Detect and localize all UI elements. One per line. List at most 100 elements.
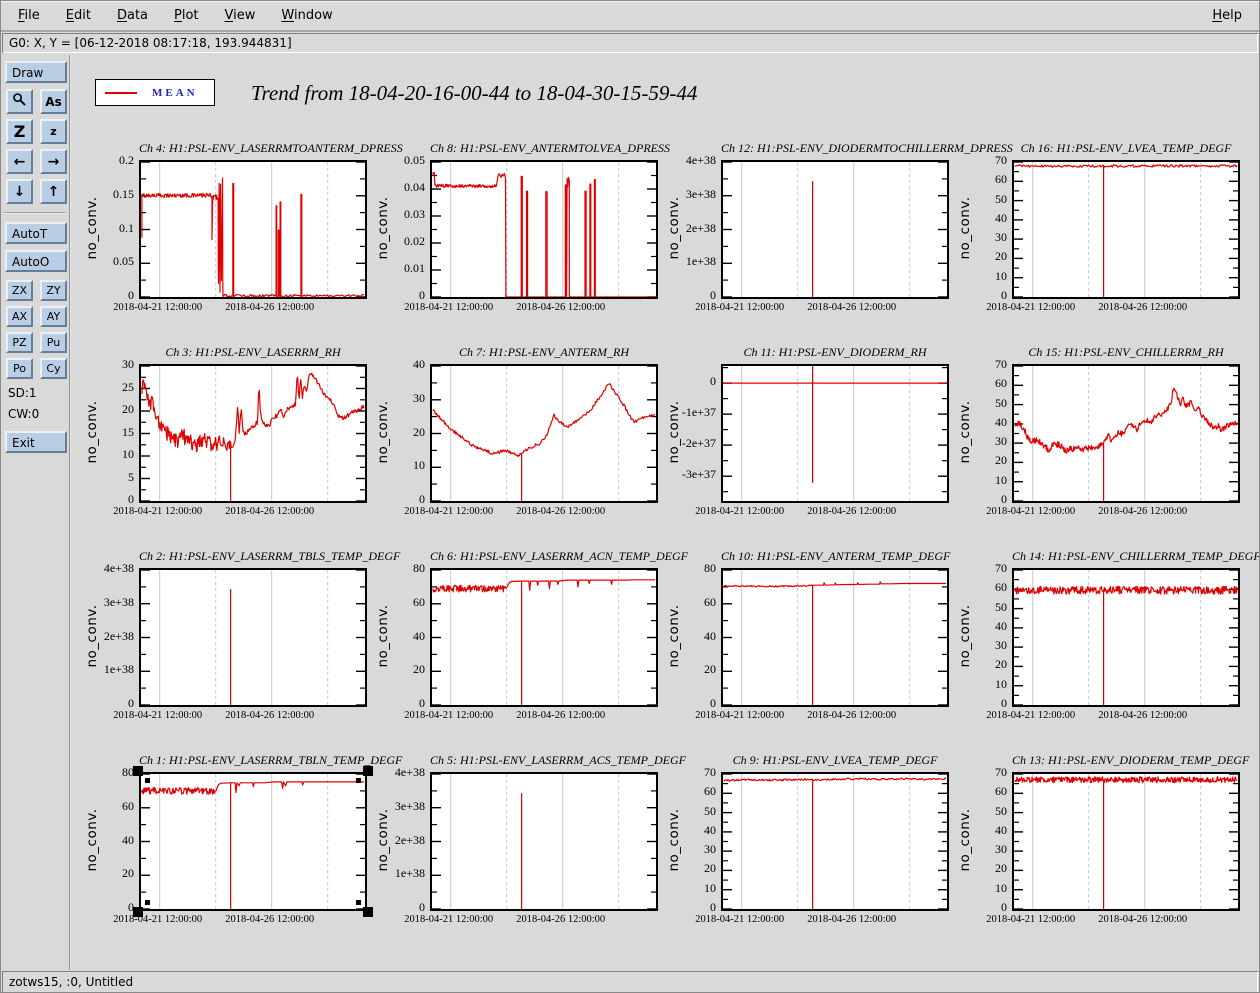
- auto-o-button[interactable]: AutoO: [5, 250, 67, 272]
- x-tick-label: 2018-04-21 12:00:00: [404, 710, 494, 721]
- exit-button[interactable]: Exit: [5, 431, 67, 453]
- arrow-right-icon: →: [47, 153, 60, 170]
- ax-button[interactable]: AX: [6, 306, 33, 327]
- y-tick-label: 70: [995, 153, 1007, 167]
- legend-line-sample: [105, 91, 137, 94]
- y-tick-label: 4e+38: [103, 561, 134, 575]
- pz-button[interactable]: PZ: [6, 332, 33, 353]
- selection-handle[interactable]: [145, 778, 150, 783]
- y-tick-label: 0.05: [113, 254, 134, 269]
- auto-t-button[interactable]: AutoT: [5, 222, 67, 244]
- y-tick-label: 20: [995, 453, 1007, 468]
- pu-button[interactable]: Pu: [40, 332, 67, 353]
- selection-handle[interactable]: [356, 778, 361, 783]
- menu-file[interactable]: File: [18, 8, 40, 23]
- plot-title: Ch 9: H1:PSL-ENV_LVEA_TEMP_DEGF: [732, 753, 938, 767]
- plot-title: Ch 1: H1:PSL-ENV_LASERRM_TBLN_TEMP_DEGF: [139, 753, 403, 767]
- y-tick-label: 0: [419, 492, 425, 506]
- cy-button[interactable]: Cy: [40, 358, 67, 379]
- zoom-in-button[interactable]: Z: [6, 119, 33, 144]
- zx-button[interactable]: ZX: [6, 280, 33, 301]
- draw-button[interactable]: Draw: [5, 61, 67, 83]
- menu-edit[interactable]: Edit: [65, 8, 91, 23]
- pan-left-button[interactable]: ←: [6, 149, 33, 174]
- ay-button[interactable]: AY: [40, 306, 67, 327]
- plot-area[interactable]: [721, 364, 949, 503]
- y-tick-label: 0: [128, 492, 134, 506]
- y-axis-label: no_conv.: [666, 603, 682, 668]
- magnifier-icon: [12, 92, 27, 111]
- x-tick-label: 2018-04-26 12:00:00: [516, 914, 606, 925]
- y-tick-label: 80: [122, 765, 134, 779]
- selection-handle[interactable]: [145, 900, 150, 905]
- plot-area[interactable]: [1012, 772, 1240, 911]
- zoom-out-button[interactable]: z: [40, 119, 67, 144]
- x-tick-label: 2018-04-21 12:00:00: [113, 914, 203, 925]
- x-tick-label: 2018-04-26 12:00:00: [1098, 302, 1188, 313]
- menu-plot[interactable]: Plot: [174, 8, 199, 23]
- font-size-button[interactable]: As: [40, 89, 67, 114]
- y-tick-label: 10: [995, 880, 1007, 895]
- selection-handle[interactable]: [356, 900, 361, 905]
- selection-handle[interactable]: [363, 907, 373, 917]
- x-tick-label: 2018-04-26 12:00:00: [225, 710, 315, 721]
- x-tick-label: 2018-04-21 12:00:00: [404, 506, 494, 517]
- trend-plot-ch-13: Ch 13: H1:PSL-ENV_DIODERM_TEMP_DEGF no_co…: [957, 753, 1250, 927]
- plot-trace-canvas: [432, 774, 656, 909]
- selection-handle[interactable]: [363, 766, 373, 776]
- page-title: Trend from 18-04-20-16-00-44 to 18-04-30…: [251, 81, 698, 105]
- plot-area[interactable]: [721, 568, 949, 707]
- plot-area[interactable]: [430, 568, 658, 707]
- y-tick-label: 30: [122, 357, 134, 371]
- plot-area[interactable]: [139, 568, 367, 707]
- pan-up-button[interactable]: ↑: [40, 179, 67, 204]
- x-tick-label: 2018-04-26 12:00:00: [225, 302, 315, 313]
- plot-area[interactable]: [1012, 568, 1240, 707]
- plot-title: Ch 13: H1:PSL-ENV_DIODERM_TEMP_DEGF: [1012, 753, 1250, 767]
- plot-area[interactable]: [430, 160, 658, 299]
- menu-data[interactable]: Data: [116, 8, 149, 23]
- plot-area[interactable]: [133, 766, 373, 917]
- zy-button[interactable]: ZY: [40, 280, 67, 301]
- selection-handle[interactable]: [133, 907, 143, 917]
- menu-help[interactable]: Help: [1212, 8, 1242, 23]
- y-tick-label: 1e+38: [103, 662, 134, 677]
- y-axis-label: no_conv.: [957, 807, 973, 872]
- plot-trace-canvas: [723, 774, 947, 909]
- plot-title: Ch 3: H1:PSL-ENV_LASERRM_RH: [165, 345, 341, 359]
- plot-area[interactable]: [139, 364, 367, 503]
- sd-status: SD:1: [8, 386, 37, 400]
- menu-view[interactable]: View: [224, 8, 256, 23]
- plot-trace-canvas: [1014, 162, 1238, 297]
- plot-area[interactable]: [430, 772, 658, 911]
- x-tick-label: 2018-04-26 12:00:00: [1098, 506, 1188, 517]
- y-tick-label: 40: [995, 822, 1007, 837]
- plot-area[interactable]: [430, 364, 658, 503]
- selection-handle[interactable]: [133, 766, 143, 776]
- x-tick-label: 2018-04-26 12:00:00: [807, 506, 897, 517]
- y-tick-label: 60: [704, 594, 716, 609]
- plot-title: Ch 15: H1:PSL-ENV_CHILLERRM_RH: [1028, 345, 1224, 359]
- plot-trace-canvas: [723, 162, 947, 297]
- trend-plot-ch-14: Ch 14: H1:PSL-ENV_CHILLERRM_TEMP_DEGF no_…: [957, 549, 1259, 723]
- y-tick-label: 40: [995, 414, 1007, 429]
- toolbar: Draw As Z z ← → ↓ ↑: [1, 55, 71, 970]
- plot-area[interactable]: [1012, 364, 1240, 503]
- zoom-select-button[interactable]: [6, 89, 33, 114]
- plot-area[interactable]: [139, 160, 367, 299]
- y-tick-label: 30: [995, 230, 1007, 245]
- cw-status: CW:0: [8, 407, 40, 421]
- y-tick-label: 3e+38: [685, 186, 716, 201]
- plot-area[interactable]: [721, 772, 949, 911]
- y-tick-label: 20: [413, 662, 425, 677]
- y-tick-label: 50: [995, 599, 1007, 614]
- menu-window[interactable]: Window: [281, 8, 333, 23]
- x-tick-label: 2018-04-26 12:00:00: [807, 710, 897, 721]
- plot-area[interactable]: [721, 160, 949, 299]
- po-button[interactable]: Po: [6, 358, 33, 379]
- y-tick-label: 50: [995, 803, 1007, 818]
- pan-down-button[interactable]: ↓: [6, 179, 33, 204]
- pan-right-button[interactable]: →: [40, 149, 67, 174]
- y-tick-label: 0.05: [404, 153, 425, 167]
- plot-area[interactable]: [1012, 160, 1240, 299]
